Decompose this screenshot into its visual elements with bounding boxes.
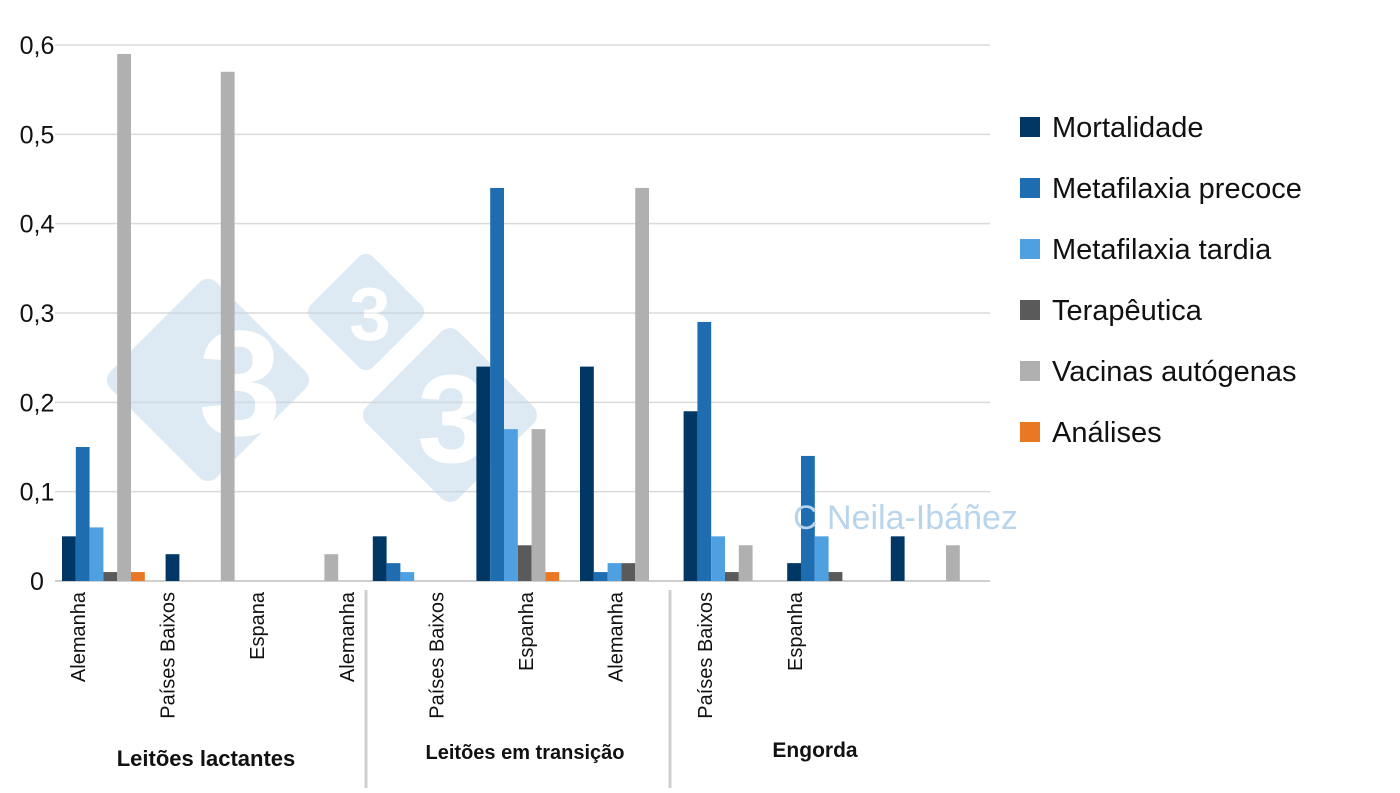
bar-metafilaxia-precoce (801, 455, 815, 581)
legend-swatch (1020, 178, 1040, 198)
legend-swatch (1020, 117, 1040, 137)
bar-metafilaxia-tardia (711, 536, 725, 581)
x-tick-label: Alemanha (68, 591, 90, 682)
legend-label: Metafilaxia tardia (1052, 234, 1272, 266)
x-tick-label: Países Baixos (426, 592, 448, 719)
bar-an-lises (131, 572, 145, 581)
bar-mortalidade (165, 554, 180, 581)
legend-label: Terapêutica (1052, 295, 1203, 327)
bar-metafilaxia-precoce (75, 447, 90, 581)
bar-an-lises (545, 572, 560, 581)
bar-vacinas-aut-genas (738, 545, 753, 581)
bar-metafilaxia-precoce (697, 321, 712, 581)
legend-swatch (1020, 239, 1040, 259)
bar-vacinas-aut-genas (220, 71, 235, 582)
bar-mortalidade (787, 563, 801, 581)
bar-metafilaxia-tardia (814, 536, 829, 581)
bar-terap-utica (725, 572, 739, 581)
legend-label: Vacinas autógenas (1052, 356, 1297, 388)
y-tick-label: 0,6 (20, 32, 55, 60)
bar-metafilaxia-precoce (593, 572, 608, 581)
bar-metafilaxia-tardia (400, 572, 415, 581)
bar-metafilaxia-tardia (89, 527, 104, 581)
bar-terap-utica (621, 563, 636, 581)
bar-mortalidade (372, 536, 387, 581)
legend-swatch (1020, 361, 1040, 381)
group-label: Leitões em transição (426, 742, 625, 764)
bar-metafilaxia-tardia (504, 429, 518, 581)
svg-text:3: 3 (349, 272, 391, 356)
x-tick-label: Espanha (516, 591, 538, 671)
legend-swatch (1020, 422, 1040, 442)
bar-vacinas-aut-genas (946, 545, 960, 581)
x-tick-label: Países Baixos (158, 592, 180, 719)
y-tick-label: 0,4 (20, 211, 55, 239)
y-tick-label: 0,3 (20, 300, 55, 328)
bar-terap-utica (517, 545, 532, 581)
x-tick-label: Alemanha (606, 591, 628, 682)
bar-vacinas-aut-genas (635, 187, 649, 581)
bar-metafilaxia-precoce (490, 187, 504, 581)
x-tick-label: Espanha (785, 591, 807, 671)
group-label: Leitões lactantes (117, 746, 296, 771)
bar-terap-utica (103, 572, 118, 581)
bar-vacinas-aut-genas (531, 429, 546, 581)
watermark-logo: 3 3 3 (106, 253, 537, 502)
bar-metafilaxia-precoce (386, 563, 401, 581)
y-tick-label: 0,5 (20, 121, 55, 149)
bar-terap-utica (828, 572, 843, 581)
bar-mortalidade (683, 411, 698, 581)
legend-label: Metafilaxia precoce (1052, 173, 1302, 205)
x-tick-label: Países Baixos (695, 592, 717, 719)
x-tick-label: Alemanha (337, 591, 359, 682)
svg-text:3: 3 (417, 350, 487, 489)
y-tick-labels: 0 0,1 0,2 0,3 0,4 0,5 0,6 (20, 32, 55, 596)
y-tick-label: 0,2 (20, 389, 55, 417)
bar-vacinas-aut-genas (324, 554, 339, 581)
legend-label: Análises (1052, 417, 1162, 449)
watermark-text: C Neila-Ibáñez (793, 499, 1018, 537)
legend: Mortalidade Metafilaxia precoce Metafilaxi… (1020, 112, 1302, 449)
y-tick-label: 0 (30, 568, 44, 596)
bar-mortalidade (476, 366, 491, 581)
x-tick-labels: Alemanha Países Baixos Espana Alemanha Paíse… (68, 591, 807, 719)
x-tick-label: Espana (247, 591, 269, 660)
group-labels: Leitões lactantes Leitões em transição Eng… (117, 590, 858, 788)
bar-vacinas-aut-genas (117, 53, 131, 581)
bar-mortalidade (890, 536, 905, 581)
bar-mortalidade (580, 366, 594, 581)
svg-text:3: 3 (198, 299, 281, 467)
bars (62, 53, 960, 582)
bar-metafilaxia-tardia (607, 563, 622, 581)
y-tick-label: 0,1 (20, 479, 55, 507)
group-label: Engorda (772, 739, 857, 762)
legend-swatch (1020, 300, 1040, 320)
bar-mortalidade (62, 536, 76, 581)
legend-label: Mortalidade (1052, 112, 1204, 144)
